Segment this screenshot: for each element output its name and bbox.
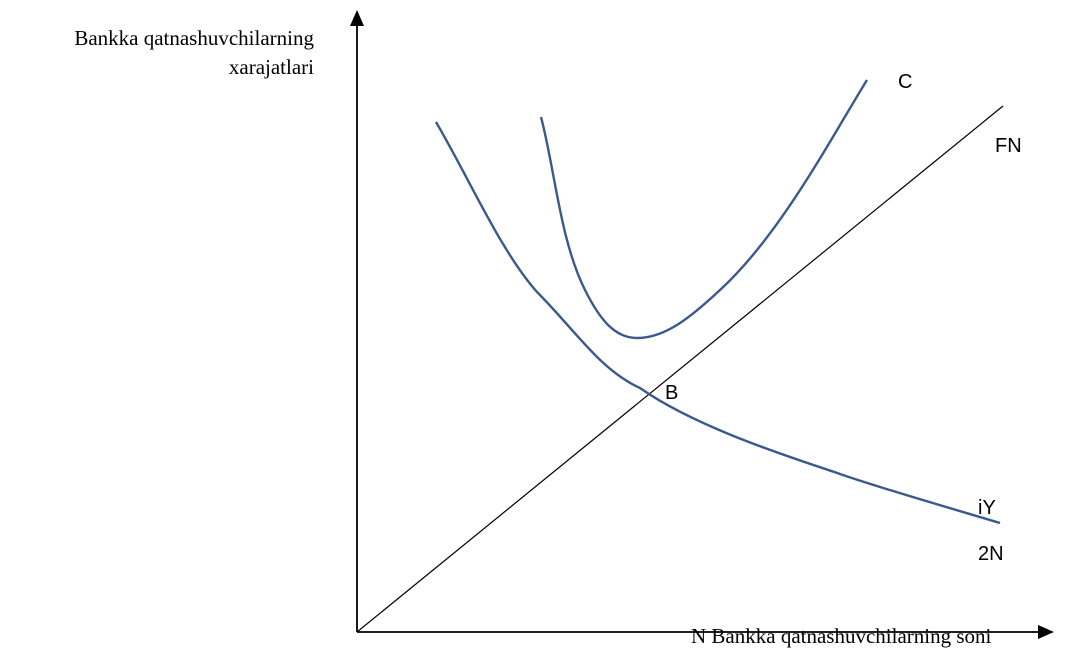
y-axis-arrow bbox=[350, 10, 364, 26]
x-axis-arrow bbox=[1038, 625, 1054, 639]
y-axis-label-line1: Bankka qatnashuvchilarning bbox=[74, 26, 314, 50]
iy-curve-label: iY bbox=[978, 497, 996, 519]
y-axis-label-line2: xarajatlari bbox=[228, 55, 314, 79]
fn-line bbox=[356, 105, 1004, 633]
y-axis-label: Bankka qatnashuvchilarning xarajatlari bbox=[74, 24, 314, 82]
fn-line-label: FN bbox=[995, 135, 1022, 157]
iy-curve bbox=[434, 121, 1001, 525]
c-curve-label: C bbox=[898, 71, 912, 93]
point-b-label: B bbox=[665, 382, 678, 404]
2n-label: 2N bbox=[978, 543, 1004, 565]
c-curve bbox=[539, 79, 869, 340]
x-axis-label: N Bankka qatnashuvchilarning soni bbox=[691, 624, 992, 648]
